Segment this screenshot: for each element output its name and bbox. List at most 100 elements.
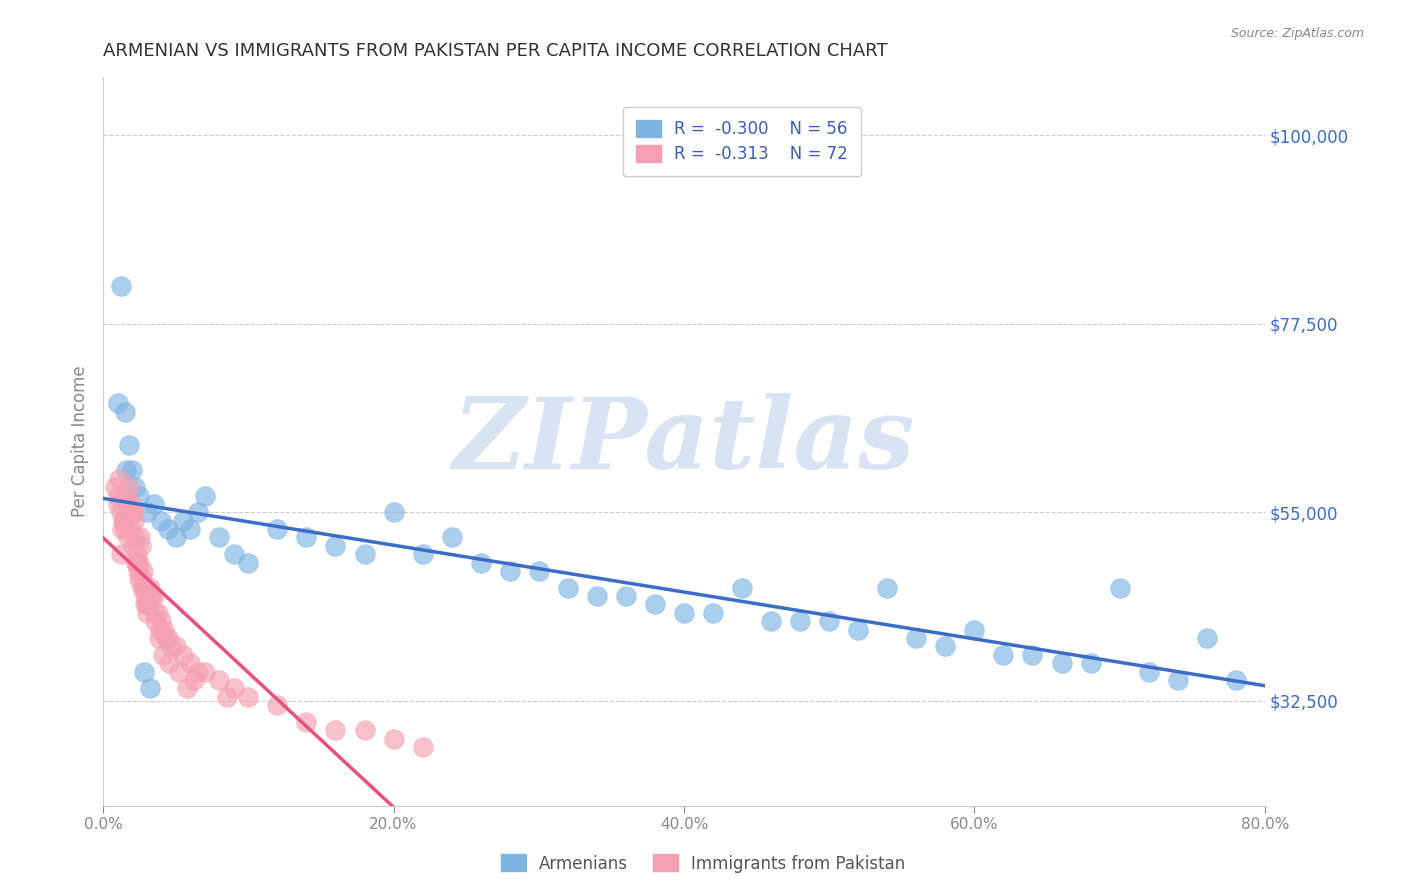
Armenians: [993, 648, 1015, 662]
Armenians: [142, 497, 165, 511]
Armenians: [110, 279, 132, 293]
Armenians: [128, 489, 150, 503]
Immigrants from Pakistan: [131, 581, 153, 595]
Armenians: [731, 581, 754, 595]
Immigrants from Pakistan: [128, 556, 150, 570]
Armenians: [527, 564, 550, 578]
Text: Source: ZipAtlas.com: Source: ZipAtlas.com: [1230, 27, 1364, 40]
Immigrants from Pakistan: [382, 731, 405, 746]
Immigrants from Pakistan: [110, 505, 132, 519]
Immigrants from Pakistan: [215, 690, 238, 704]
Armenians: [121, 463, 143, 477]
Immigrants from Pakistan: [114, 522, 136, 536]
Immigrants from Pakistan: [122, 539, 145, 553]
Armenians: [132, 665, 155, 679]
Immigrants from Pakistan: [165, 640, 187, 654]
Armenians: [440, 531, 463, 545]
Immigrants from Pakistan: [128, 572, 150, 586]
Immigrants from Pakistan: [132, 581, 155, 595]
Armenians: [846, 623, 869, 637]
Armenians: [124, 480, 146, 494]
Immigrants from Pakistan: [160, 640, 183, 654]
Armenians: [963, 623, 986, 637]
Armenians: [1195, 631, 1218, 645]
Armenians: [1021, 648, 1043, 662]
Immigrants from Pakistan: [238, 690, 260, 704]
Immigrants from Pakistan: [138, 581, 160, 595]
Armenians: [499, 564, 522, 578]
Immigrants from Pakistan: [143, 614, 166, 628]
Legend: R =  -0.300    N = 56, R =  -0.313    N = 72: R = -0.300 N = 56, R = -0.313 N = 72: [623, 107, 862, 177]
Immigrants from Pakistan: [125, 547, 148, 561]
Immigrants from Pakistan: [122, 514, 145, 528]
Immigrants from Pakistan: [157, 656, 180, 670]
Armenians: [186, 505, 208, 519]
Immigrants from Pakistan: [134, 598, 156, 612]
Immigrants from Pakistan: [115, 497, 138, 511]
Immigrants from Pakistan: [108, 472, 131, 486]
Armenians: [1050, 656, 1073, 670]
Armenians: [412, 547, 434, 561]
Y-axis label: Per Capita Income: Per Capita Income: [72, 366, 89, 516]
Armenians: [238, 556, 260, 570]
Immigrants from Pakistan: [129, 531, 152, 545]
Immigrants from Pakistan: [110, 547, 132, 561]
Immigrants from Pakistan: [325, 723, 347, 738]
Armenians: [614, 589, 637, 603]
Immigrants from Pakistan: [412, 739, 434, 754]
Immigrants from Pakistan: [172, 648, 194, 662]
Immigrants from Pakistan: [148, 631, 170, 645]
Armenians: [557, 581, 579, 595]
Immigrants from Pakistan: [152, 648, 174, 662]
Armenians: [114, 405, 136, 419]
Armenians: [644, 598, 666, 612]
Armenians: [789, 614, 811, 628]
Armenians: [702, 606, 724, 620]
Armenians: [818, 614, 841, 628]
Immigrants from Pakistan: [127, 556, 149, 570]
Armenians: [266, 522, 288, 536]
Armenians: [118, 438, 141, 452]
Immigrants from Pakistan: [135, 598, 157, 612]
Immigrants from Pakistan: [104, 480, 127, 494]
Immigrants from Pakistan: [107, 497, 129, 511]
Text: ARMENIAN VS IMMIGRANTS FROM PAKISTAN PER CAPITA INCOME CORRELATION CHART: ARMENIAN VS IMMIGRANTS FROM PAKISTAN PER…: [103, 42, 887, 60]
Armenians: [165, 531, 187, 545]
Armenians: [138, 681, 160, 696]
Immigrants from Pakistan: [139, 589, 162, 603]
Immigrants from Pakistan: [112, 514, 135, 528]
Immigrants from Pakistan: [118, 480, 141, 494]
Armenians: [470, 556, 492, 570]
Immigrants from Pakistan: [176, 681, 198, 696]
Immigrants from Pakistan: [295, 714, 318, 729]
Armenians: [222, 547, 245, 561]
Armenians: [1108, 581, 1130, 595]
Armenians: [382, 505, 405, 519]
Immigrants from Pakistan: [129, 539, 152, 553]
Immigrants from Pakistan: [120, 497, 142, 511]
Armenians: [1225, 673, 1247, 687]
Armenians: [672, 606, 695, 620]
Armenians: [172, 514, 194, 528]
Armenians: [157, 522, 180, 536]
Immigrants from Pakistan: [125, 556, 148, 570]
Text: ZIPatlas: ZIPatlas: [453, 392, 915, 490]
Immigrants from Pakistan: [169, 665, 191, 679]
Armenians: [107, 396, 129, 410]
Immigrants from Pakistan: [112, 514, 135, 528]
Immigrants from Pakistan: [139, 589, 162, 603]
Immigrants from Pakistan: [142, 589, 165, 603]
Immigrants from Pakistan: [194, 665, 217, 679]
Immigrants from Pakistan: [150, 614, 173, 628]
Armenians: [1137, 665, 1160, 679]
Immigrants from Pakistan: [145, 606, 167, 620]
Immigrants from Pakistan: [111, 522, 134, 536]
Immigrants from Pakistan: [127, 564, 149, 578]
Immigrants from Pakistan: [107, 489, 129, 503]
Armenians: [1167, 673, 1189, 687]
Immigrants from Pakistan: [115, 489, 138, 503]
Immigrants from Pakistan: [353, 723, 375, 738]
Immigrants from Pakistan: [136, 598, 159, 612]
Immigrants from Pakistan: [131, 572, 153, 586]
Immigrants from Pakistan: [155, 631, 177, 645]
